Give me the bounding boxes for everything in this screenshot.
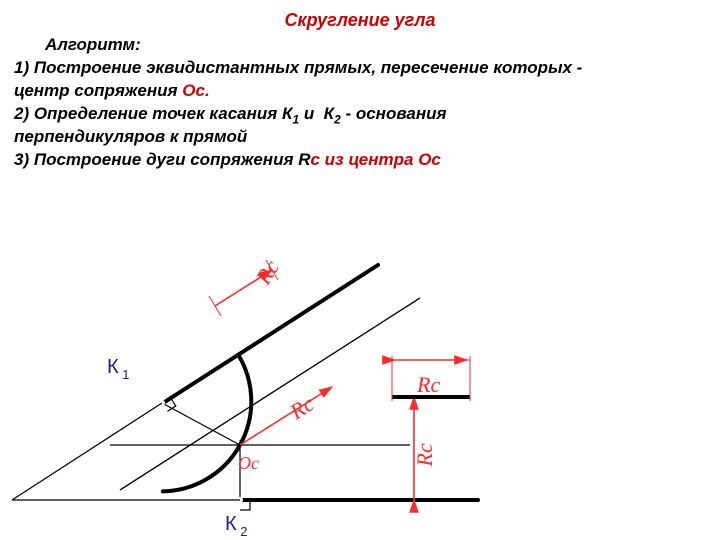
svg-text:Rс: Rс	[285, 391, 319, 425]
svg-text:Ос: Ос	[238, 453, 259, 473]
svg-text:К 2: К 2	[225, 513, 248, 539]
svg-text:Rс: Rс	[250, 256, 284, 290]
diagram-svg: Rс Rс Rс Rс Ос К 1 К 2	[0, 0, 720, 540]
svg-text:К 1: К 1	[107, 356, 130, 382]
svg-text:Rс: Rс	[416, 372, 440, 397]
svg-text:Rс: Rс	[412, 443, 437, 467]
